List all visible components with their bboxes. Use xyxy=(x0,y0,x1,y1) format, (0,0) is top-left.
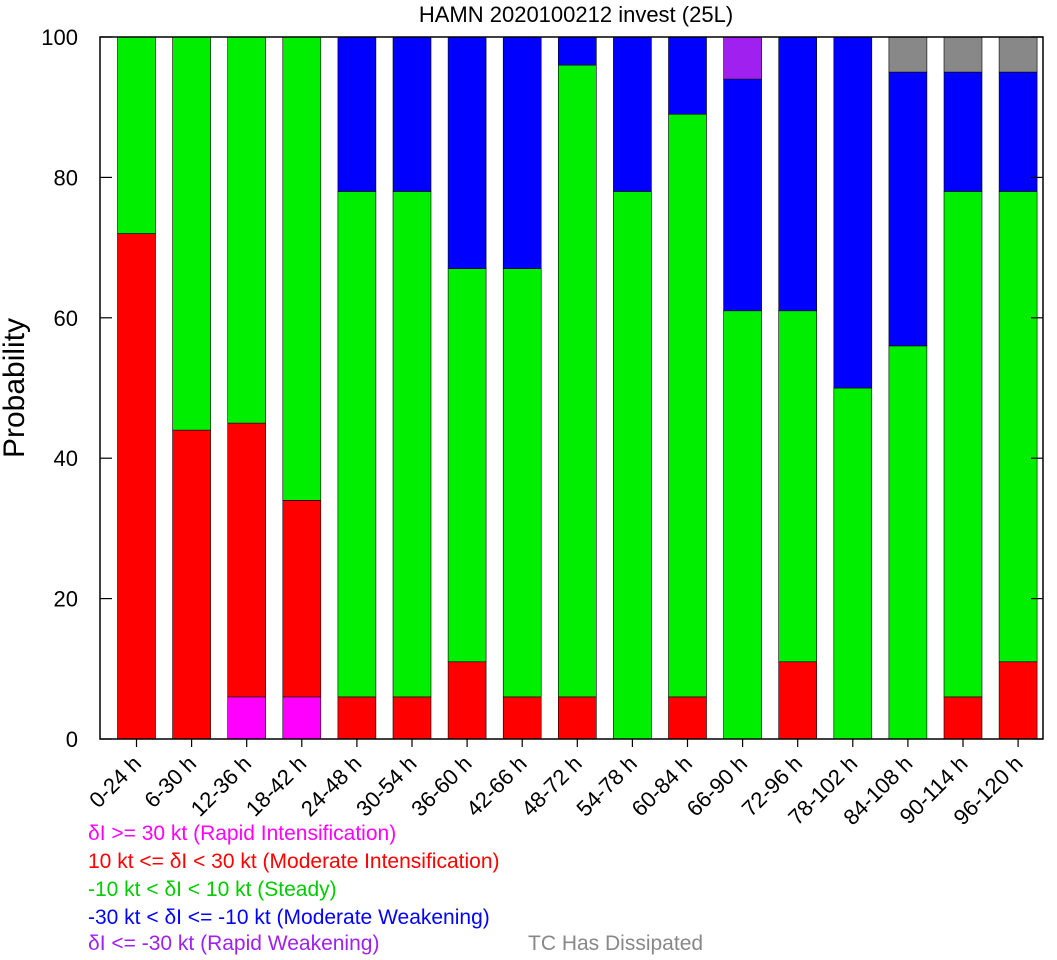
plot-frame xyxy=(99,36,1044,740)
bar-segment xyxy=(117,36,156,234)
bar-segment xyxy=(778,36,818,312)
legend-rapid-weakening: δI <= -30 kt (Rapid Weakening) xyxy=(88,932,380,955)
bar-segment xyxy=(778,661,818,740)
y-tick-label: 100 xyxy=(41,25,78,50)
legend-tc-dissipated: TC Has Dissipated xyxy=(528,932,704,955)
bar-segment xyxy=(943,696,983,740)
bar-segment xyxy=(723,310,762,740)
bar-segment xyxy=(998,71,1038,192)
bar-segment xyxy=(998,661,1038,740)
bar-segment xyxy=(337,696,377,740)
bar-segment xyxy=(998,36,1038,73)
bar-segment xyxy=(888,36,928,73)
y-tick-label: 80 xyxy=(54,165,78,190)
x-tick-label: 60-84 h xyxy=(627,751,697,821)
bar-segment xyxy=(227,422,266,698)
legend-moderate-weakening: -30 kt < δI <= -10 kt (Moderate Weakenin… xyxy=(88,906,490,929)
x-tick-label: 48-72 h xyxy=(516,751,586,821)
bar-segment xyxy=(668,36,707,115)
bar-segment xyxy=(557,36,597,66)
bar-segment xyxy=(943,71,983,192)
bar-segment xyxy=(723,78,762,312)
bar-segment xyxy=(337,191,377,698)
x-tick-label: 24-48 h xyxy=(296,751,366,821)
y-axis: 0 20 40 60 80 100 xyxy=(41,25,1043,752)
bar-segment xyxy=(613,36,652,192)
bar-segment xyxy=(227,36,266,424)
bar-segment xyxy=(502,268,542,698)
bar-segment xyxy=(282,36,322,501)
bar-segment xyxy=(447,36,487,269)
x-tick-label: 30-54 h xyxy=(351,751,421,821)
bar-segment xyxy=(668,696,707,740)
y-tick-label: 20 xyxy=(54,587,78,612)
bars-group xyxy=(117,36,1038,740)
x-tick-label: 18-42 h xyxy=(241,751,311,821)
bar-segment xyxy=(337,36,377,192)
bar-segment xyxy=(392,36,432,192)
bar-segment xyxy=(557,696,597,740)
x-tick-label: 66-90 h xyxy=(682,751,752,821)
bar-segment xyxy=(943,36,983,73)
bar-segment xyxy=(833,387,873,740)
bar-segment xyxy=(502,696,542,740)
bar-segment xyxy=(282,500,322,698)
bar-segment xyxy=(227,696,266,740)
bar-segment xyxy=(723,36,762,80)
legend-moderate-intensification: 10 kt <= δI < 30 kt (Moderate Intensific… xyxy=(88,850,500,873)
chart-title: HAMN 2020100212 invest (25L) xyxy=(419,2,733,27)
bar-segment xyxy=(943,191,983,698)
bar-segment xyxy=(557,64,597,698)
bar-segment xyxy=(668,113,707,698)
bar-segment xyxy=(778,310,818,663)
bar-segment xyxy=(392,696,432,740)
x-tick-label: 42-66 h xyxy=(461,751,531,821)
legend-rapid-intensification: δI >= 30 kt (Rapid Intensification) xyxy=(88,822,397,845)
bar-segment xyxy=(447,268,487,663)
bar-segment xyxy=(282,696,322,740)
x-tick-label: 12-36 h xyxy=(186,751,256,821)
bar-segment xyxy=(172,429,211,740)
bar-segment xyxy=(613,191,652,740)
y-axis-label: Probability xyxy=(0,318,31,458)
y-tick-label: 40 xyxy=(54,446,78,471)
y-tick-label: 60 xyxy=(54,306,78,331)
bar-segment xyxy=(117,233,156,740)
bar-segment xyxy=(888,71,928,347)
x-tick-label: 54-78 h xyxy=(571,751,641,821)
bar-segment xyxy=(392,191,432,698)
y-tick-label: 0 xyxy=(66,727,78,752)
x-tick-label: 36-60 h xyxy=(406,751,476,821)
bar-segment xyxy=(833,36,873,389)
x-tick-label: 0-24 h xyxy=(84,751,146,813)
bar-segment xyxy=(998,191,1038,663)
legend-steady: -10 kt < δI < 10 kt (Steady) xyxy=(88,878,337,901)
bar-segment xyxy=(172,36,211,431)
bar-segment xyxy=(888,345,928,740)
bar-segment xyxy=(447,661,487,740)
bar-segment xyxy=(502,36,542,269)
x-axis: 0-24 h6-30 h12-36 h18-42 h24-48 h30-54 h… xyxy=(84,739,1028,830)
